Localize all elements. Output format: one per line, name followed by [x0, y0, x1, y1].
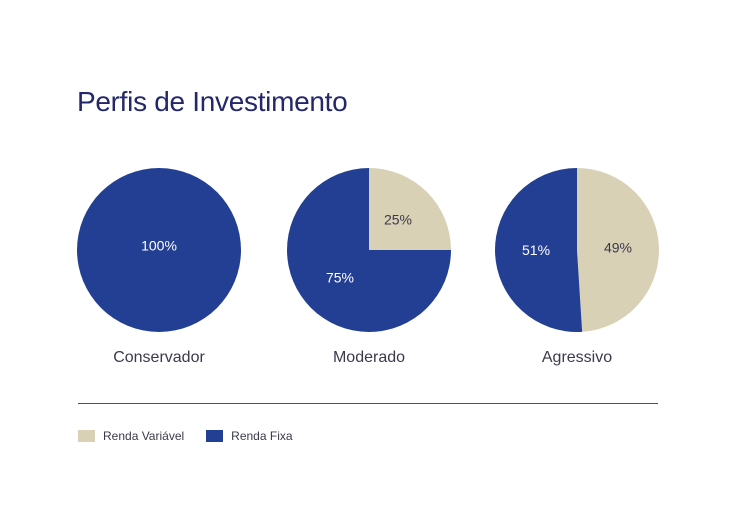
legend-item-renda-variavel: Renda Variável	[78, 429, 184, 443]
chart-title: Perfis de Investimento	[77, 86, 348, 117]
pie-slice-label: 25%	[384, 212, 412, 228]
pie-slice-moderado-renda-fixa	[287, 168, 451, 332]
legend: Renda Variável Renda Fixa	[78, 429, 293, 443]
pie-slice-agressivo-renda-variavel	[577, 168, 660, 332]
pie-slice-conservador-renda-fixa	[77, 168, 241, 332]
pie-slice-moderado-renda-variavel	[369, 168, 451, 250]
category-label-agressivo: Agressivo	[542, 349, 612, 366]
legend-swatch-renda-variavel	[78, 430, 95, 442]
pie-slice-label: 75%	[326, 270, 354, 286]
legend-item-renda-fixa: Renda Fixa	[206, 429, 293, 443]
legend-swatch-renda-fixa	[206, 430, 224, 442]
pie-slice-agressivo-renda-fixa	[495, 168, 583, 332]
category-label-conservador: Conservador	[113, 349, 205, 366]
pie-slice-label: 49%	[604, 239, 632, 255]
legend-label: Renda Fixa	[231, 429, 293, 443]
pie-slice-label: 100%	[141, 238, 177, 254]
legend-label: Renda Variável	[103, 429, 185, 443]
category-label-moderado: Moderado	[333, 349, 405, 366]
divider	[78, 403, 658, 404]
pie-slice-label: 51%	[522, 242, 550, 258]
